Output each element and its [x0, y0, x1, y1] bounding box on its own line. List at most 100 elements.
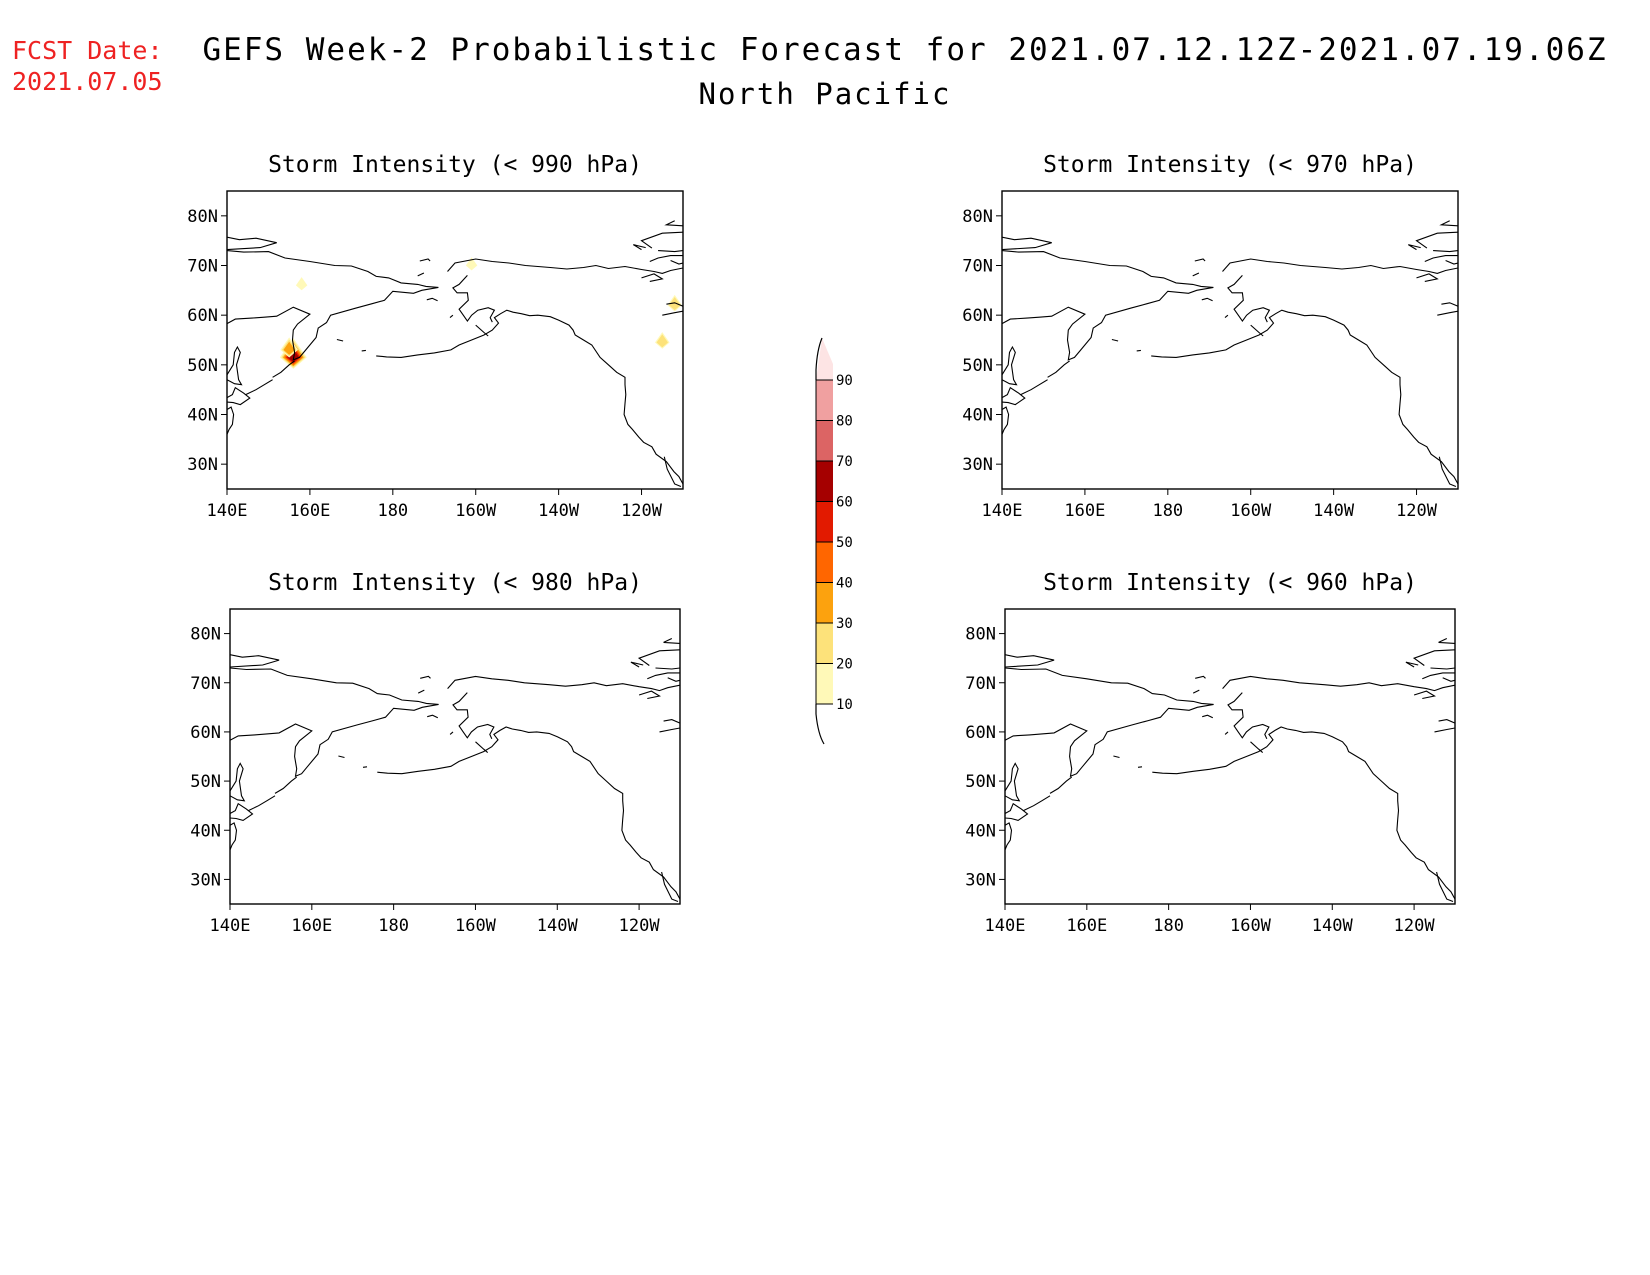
coastline — [663, 456, 682, 488]
coastline — [452, 692, 495, 740]
y-tick-label: 30N — [187, 455, 218, 475]
coastline — [417, 689, 425, 694]
coastline — [1005, 822, 1013, 851]
coastline — [1250, 741, 1264, 754]
coastline — [274, 776, 298, 794]
y-tick-label: 60N — [190, 723, 221, 743]
coastline — [230, 667, 439, 778]
coastline — [1005, 762, 1021, 802]
coastline — [1020, 379, 1048, 396]
coastline — [1437, 310, 1458, 316]
coastline — [658, 250, 683, 253]
chart-panel-2: Storm Intensity (< 970 hPa) 140E 160E 180 16… — [962, 152, 1459, 521]
y-tick-label: 40N — [190, 821, 221, 841]
y-tick-label: 80N — [965, 625, 996, 645]
coastline — [475, 741, 489, 754]
colorbar-label: 20 — [836, 657, 853, 673]
x-tick-label: 160W — [455, 916, 497, 936]
coastline — [1439, 220, 1458, 227]
x-tick-label: 140E — [985, 916, 1026, 936]
plot-frame — [226, 190, 684, 490]
x-tick-label: 140W — [1312, 916, 1354, 936]
x-tick-label: 120W — [621, 501, 663, 521]
coastline — [647, 672, 680, 680]
y-tick-label: 50N — [965, 772, 996, 792]
chart-panel-1: Storm Intensity (< 990 hPa) 140E 160E 180 16… — [187, 152, 684, 521]
coastline — [637, 649, 680, 666]
coastline — [452, 275, 496, 323]
coastline — [1152, 726, 1455, 900]
coastline — [447, 258, 683, 274]
x-tick-label: 160E — [289, 501, 330, 521]
coastline — [336, 338, 344, 342]
coastline — [633, 244, 646, 251]
coastline — [227, 386, 251, 406]
coastline — [1422, 672, 1455, 680]
coastline — [1415, 231, 1458, 249]
coastline — [1047, 360, 1070, 378]
colorbar-segment-6 — [816, 461, 833, 502]
plot-frame — [1001, 190, 1459, 490]
coastline — [1438, 719, 1455, 724]
probability-mark-2-3 — [283, 341, 295, 355]
y-tick-label: 80N — [190, 625, 221, 645]
colorbar-segment-2 — [816, 623, 833, 664]
x-tick-label: 180 — [378, 916, 409, 936]
coastline — [1438, 638, 1455, 644]
x-tick-label: 120W — [1394, 916, 1436, 936]
colorbar-label: 60 — [836, 495, 853, 511]
forecast-date-label: FCST Date: — [12, 36, 163, 65]
colorbar: 10 20 30 40 50 60 70 80 90 — [815, 337, 853, 745]
chart-panel-4: Storm Intensity (< 960 hPa) 140E 160E 180 16… — [965, 570, 1456, 936]
probability-mark-5-1 — [295, 277, 308, 291]
coastline — [449, 731, 454, 735]
y-tick-label: 60N — [187, 306, 218, 326]
coastline — [1224, 731, 1229, 735]
coastline — [1250, 324, 1264, 337]
coastline — [227, 345, 243, 386]
colorbar-segment-5 — [816, 501, 833, 542]
x-tick-label: 140E — [210, 916, 251, 936]
coastline — [230, 802, 254, 821]
coastline — [447, 675, 680, 692]
coastline — [662, 310, 683, 316]
y-tick-label: 50N — [962, 356, 993, 376]
x-tick-label: 140W — [538, 501, 580, 521]
coastline — [230, 654, 280, 668]
y-tick-label: 30N — [962, 455, 993, 475]
y-tick-label: 40N — [965, 821, 996, 841]
coastline — [227, 250, 439, 361]
coastline — [663, 638, 680, 644]
colorbar-label: 90 — [836, 373, 853, 389]
coastline — [630, 661, 644, 668]
coastline — [1136, 349, 1141, 352]
colorbar-cap-bottom — [815, 704, 825, 745]
panel-title: Storm Intensity (< 990 hPa) — [268, 152, 642, 178]
coastline — [655, 667, 680, 670]
coastline — [667, 677, 680, 682]
coastline — [230, 762, 246, 802]
colorbar-label: 30 — [836, 616, 853, 632]
coastline — [1195, 675, 1206, 679]
y-tick-label: 40N — [962, 406, 993, 426]
coastline — [1192, 689, 1200, 694]
y-tick-label: 60N — [965, 723, 996, 743]
colorbar-segment-7 — [816, 420, 833, 461]
coastline — [1005, 802, 1029, 821]
y-tick-label: 70N — [187, 257, 218, 277]
coastline — [1002, 345, 1018, 386]
coastline — [230, 822, 238, 851]
coastline — [1416, 273, 1439, 282]
coastline — [1002, 250, 1214, 361]
coastline — [1433, 250, 1458, 253]
coastline — [227, 236, 277, 251]
coastline — [248, 795, 276, 812]
y-tick-label: 70N — [965, 674, 996, 694]
coastline — [1442, 677, 1455, 682]
coastline — [1438, 456, 1457, 488]
y-tick-label: 50N — [190, 772, 221, 792]
colorbar-label: 70 — [836, 454, 853, 470]
y-tick-label: 80N — [187, 207, 218, 227]
coastline — [1002, 386, 1026, 406]
coastline — [377, 726, 680, 900]
